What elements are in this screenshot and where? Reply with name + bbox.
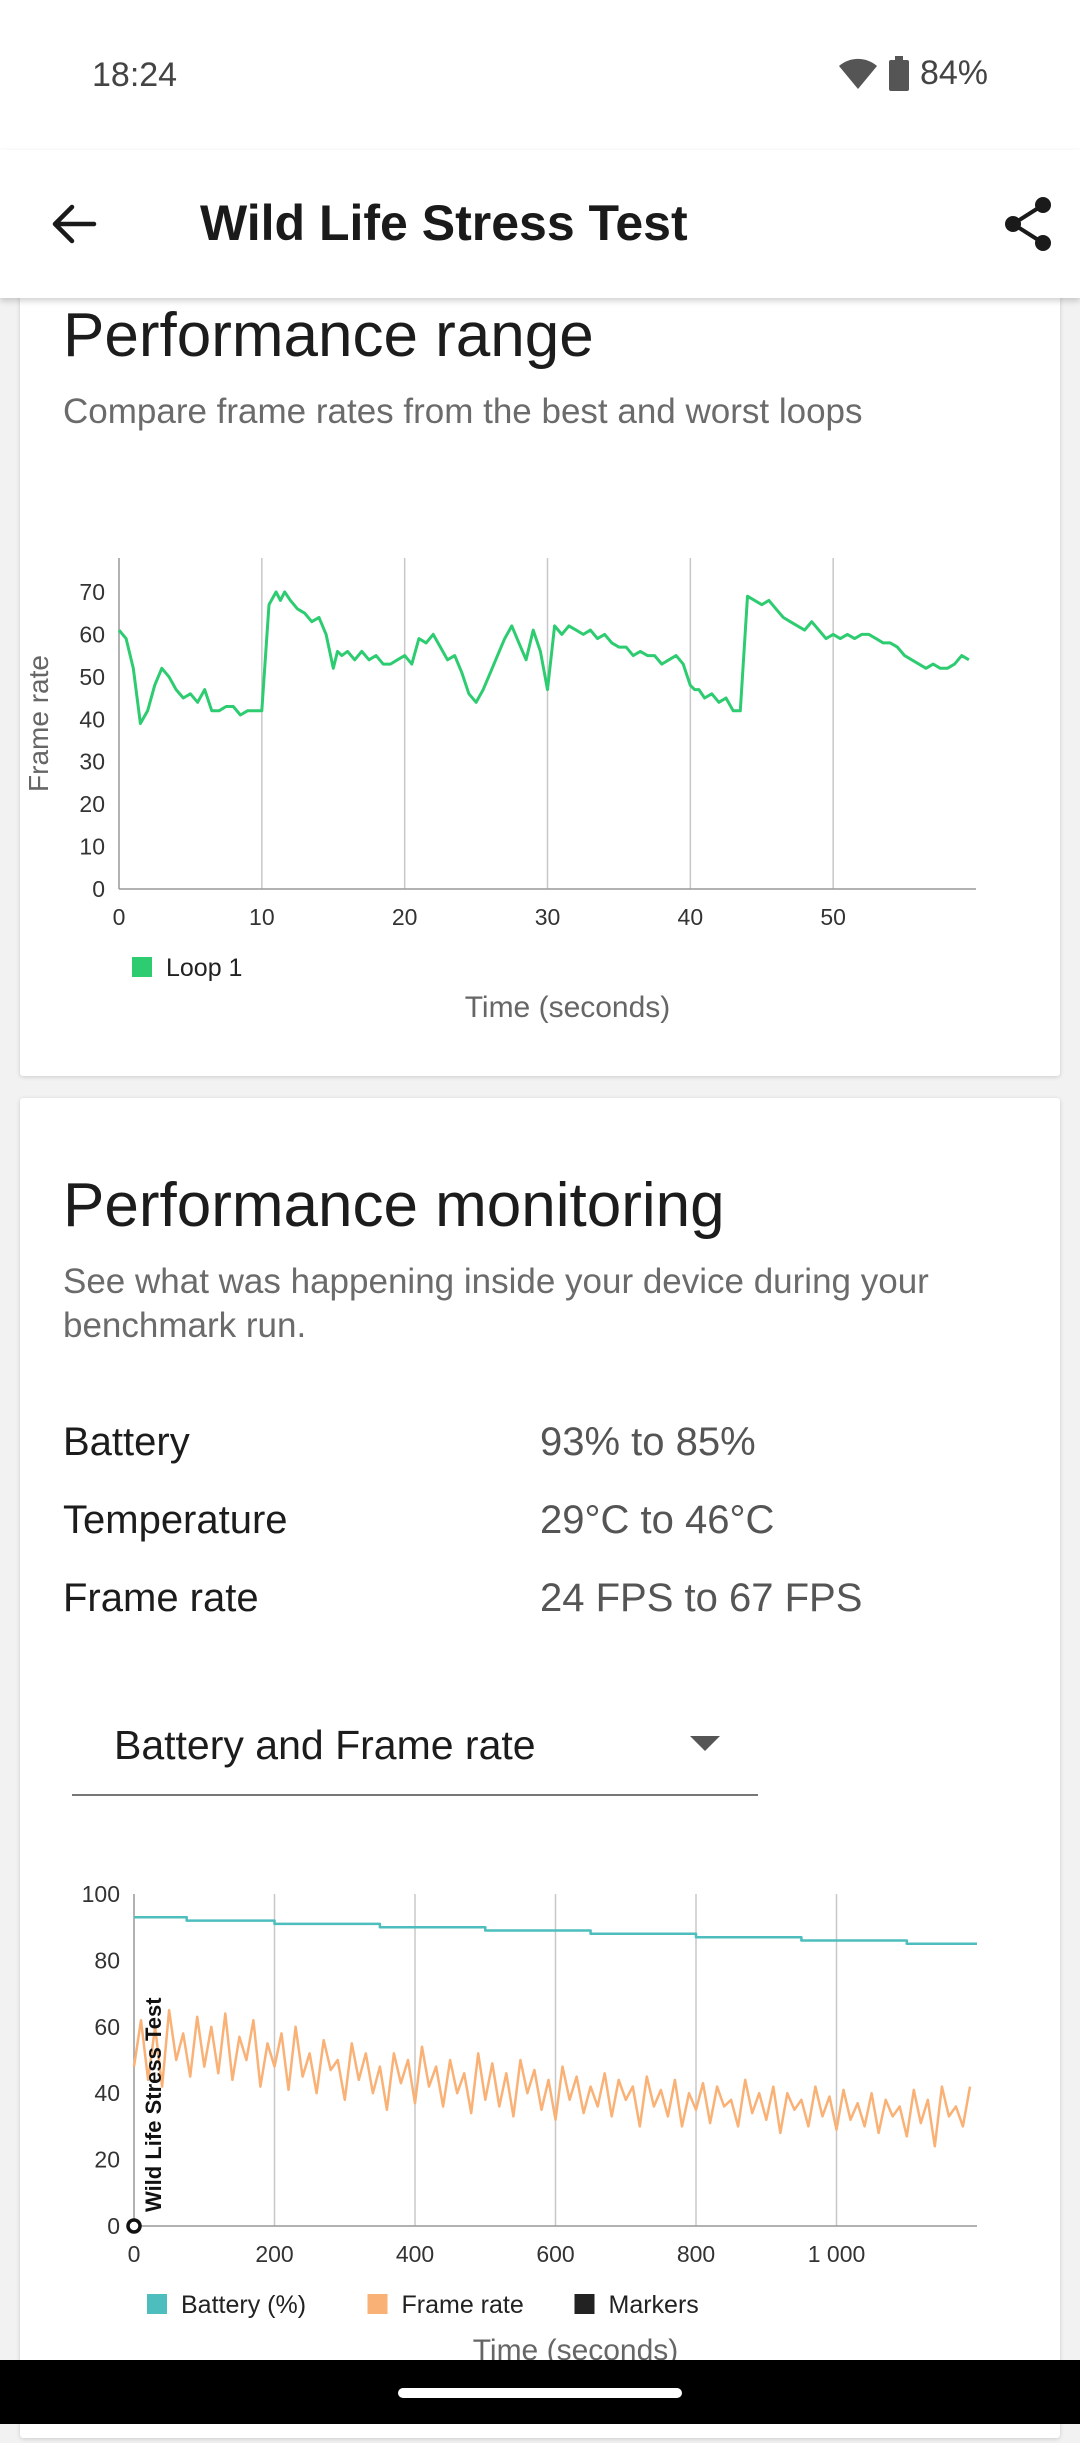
- x-tick-label: 20: [392, 904, 418, 930]
- legend-swatch: [147, 2294, 167, 2314]
- y-tick-label: 100: [82, 1881, 120, 1907]
- metric-label: Battery: [63, 1420, 190, 1464]
- y-tick-label: 40: [94, 2080, 120, 2106]
- legend-swatch: [132, 957, 152, 977]
- home-gesture-handle[interactable]: [398, 2388, 682, 2398]
- metric-label: Temperature: [63, 1498, 288, 1542]
- y-tick-label: 30: [79, 749, 105, 775]
- performance-range-title: Performance range: [63, 301, 594, 370]
- x-tick-label: 0: [113, 904, 126, 930]
- metric-value: 24 FPS to 67 FPS: [540, 1576, 863, 1620]
- x-tick-label: 400: [396, 2241, 434, 2267]
- performance-monitoring-card: Performance monitoring See what was happ…: [20, 1098, 1060, 2438]
- x-tick-label: 10: [249, 904, 275, 930]
- arrow-back-icon: [52, 204, 97, 244]
- y-tick-label: 50: [79, 664, 105, 690]
- navigation-bar: [0, 2360, 1080, 2424]
- wifi-icon: [838, 58, 877, 89]
- y-tick-label: 10: [79, 834, 105, 860]
- battery-percent: 84%: [919, 54, 988, 92]
- dropdown-arrow-icon: [690, 1736, 720, 1751]
- app-bar: Wild Life Stress Test: [0, 150, 1080, 298]
- performance-range-subtitle: Compare frame rates from the best and wo…: [63, 392, 863, 431]
- x-tick-label: 30: [535, 904, 561, 930]
- status-icons: 84%: [838, 54, 988, 93]
- legend-swatch: [574, 2294, 595, 2314]
- battery-icon: [888, 55, 909, 91]
- legend-label: Loop 1: [166, 954, 242, 982]
- status-bar: 18:24 84%: [0, 0, 1080, 150]
- x-tick-label: 800: [677, 2241, 715, 2267]
- series-line: [132, 2008, 972, 2148]
- series-line: [117, 590, 970, 725]
- performance-monitoring-title: Performance monitoring: [63, 1171, 725, 1240]
- x-tick-label: 0: [128, 2241, 141, 2267]
- y-tick-label: 0: [107, 2213, 120, 2239]
- series-line: [134, 1915, 977, 1946]
- status-time: 18:24: [92, 56, 178, 94]
- y-tick-label: 0: [92, 876, 105, 902]
- y-tick-label: 40: [79, 706, 105, 732]
- legend-label: Frame rate: [402, 2291, 524, 2319]
- share-icon: [1005, 197, 1051, 251]
- dropdown-selected-value: Battery and Frame rate: [114, 1722, 536, 1768]
- metric-value: 93% to 85%: [540, 1420, 756, 1464]
- range-chart-svg: 0 10 20 30 40 50 0 10 20 30 40 50 60 70 Frame rate Time…: [23, 558, 976, 1024]
- marker-point: [126, 2218, 142, 2234]
- x-tick-label: 600: [536, 2241, 574, 2267]
- page-title: Wild Life Stress Test: [200, 195, 688, 251]
- marker-label: Wild Life Stress Test: [141, 1997, 166, 2212]
- share-button[interactable]: [990, 188, 1066, 260]
- performance-monitoring-chart: 0 200 400 600 800 1 000 0 20 40 60 80 100 Time (seco…: [20, 1098, 1060, 2438]
- x-tick-label: 50: [820, 904, 846, 930]
- metric-value: 29°C to 46°C: [540, 1498, 775, 1542]
- chart-type-dropdown[interactable]: Battery and Frame rate: [72, 1694, 758, 1796]
- legend-swatch: [367, 2294, 388, 2314]
- y-tick-label: 20: [79, 791, 105, 817]
- x-tick-label: 200: [255, 2241, 293, 2267]
- y-tick-label: 70: [79, 579, 105, 605]
- y-tick-label: 60: [79, 621, 105, 647]
- legend-label: Markers: [609, 2291, 699, 2319]
- performance-range-card: Performance range Compare frame rates fr…: [20, 230, 1060, 1076]
- y-tick-label: 60: [94, 2014, 120, 2040]
- performance-range-chart: 0 10 20 30 40 50 0 10 20 30 40 50 60 70 Frame rate Time…: [20, 230, 1060, 1076]
- metric-label: Frame rate: [63, 1576, 259, 1620]
- y-tick-label: 20: [94, 2147, 120, 2173]
- x-axis-title: Time (seconds): [465, 991, 671, 1024]
- legend-label: Battery (%): [181, 2291, 306, 2319]
- y-tick-label: 80: [94, 1947, 120, 1973]
- x-tick-label: 40: [678, 904, 704, 930]
- x-tick-label: 1 000: [808, 2241, 866, 2267]
- performance-monitoring-subtitle: See what was happening inside your devic…: [63, 1262, 929, 1345]
- y-axis-title: Frame rate: [23, 655, 54, 792]
- back-button[interactable]: [36, 190, 112, 258]
